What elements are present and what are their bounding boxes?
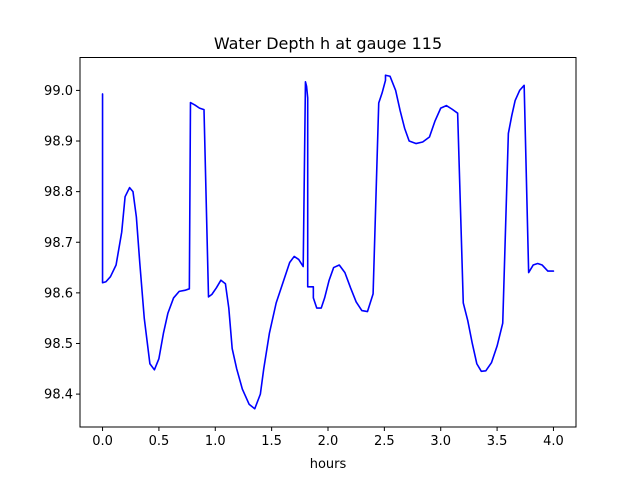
y-tick-label: 98.9	[44, 135, 73, 150]
x-tick-label: 3.5	[487, 434, 508, 449]
x-tick-label: 0.5	[149, 434, 170, 449]
y-axis: 98.4 98.5 98.6 98.7 98.8 98.9 99.0	[44, 84, 80, 403]
plot-area	[101, 74, 555, 410]
x-tick-label: 3.0	[430, 434, 451, 449]
y-tick-label: 98.4	[44, 388, 73, 403]
chart-title: Water Depth h at gauge 115	[214, 34, 442, 53]
y-tick-label: 98.8	[44, 185, 73, 200]
x-tick-label: 1.0	[205, 434, 226, 449]
x-axis-label: hours	[310, 457, 347, 472]
plot-frame	[79, 57, 577, 428]
x-tick-label: 2.0	[318, 434, 339, 449]
x-tick-label: 1.5	[261, 434, 282, 449]
y-tick-label: 98.7	[44, 236, 73, 251]
series-line-0	[101, 74, 555, 410]
x-tick-label: 0.0	[92, 434, 113, 449]
y-tick-label: 99.0	[44, 84, 73, 99]
x-axis: 0.0 0.5 1.0 1.5 2.0 2.5 3.0 3.5 4.0	[92, 427, 564, 449]
y-tick-label: 98.5	[44, 337, 73, 352]
x-tick-label: 4.0	[543, 434, 564, 449]
x-tick-label: 2.5	[374, 434, 395, 449]
y-tick-label: 98.6	[44, 286, 73, 301]
